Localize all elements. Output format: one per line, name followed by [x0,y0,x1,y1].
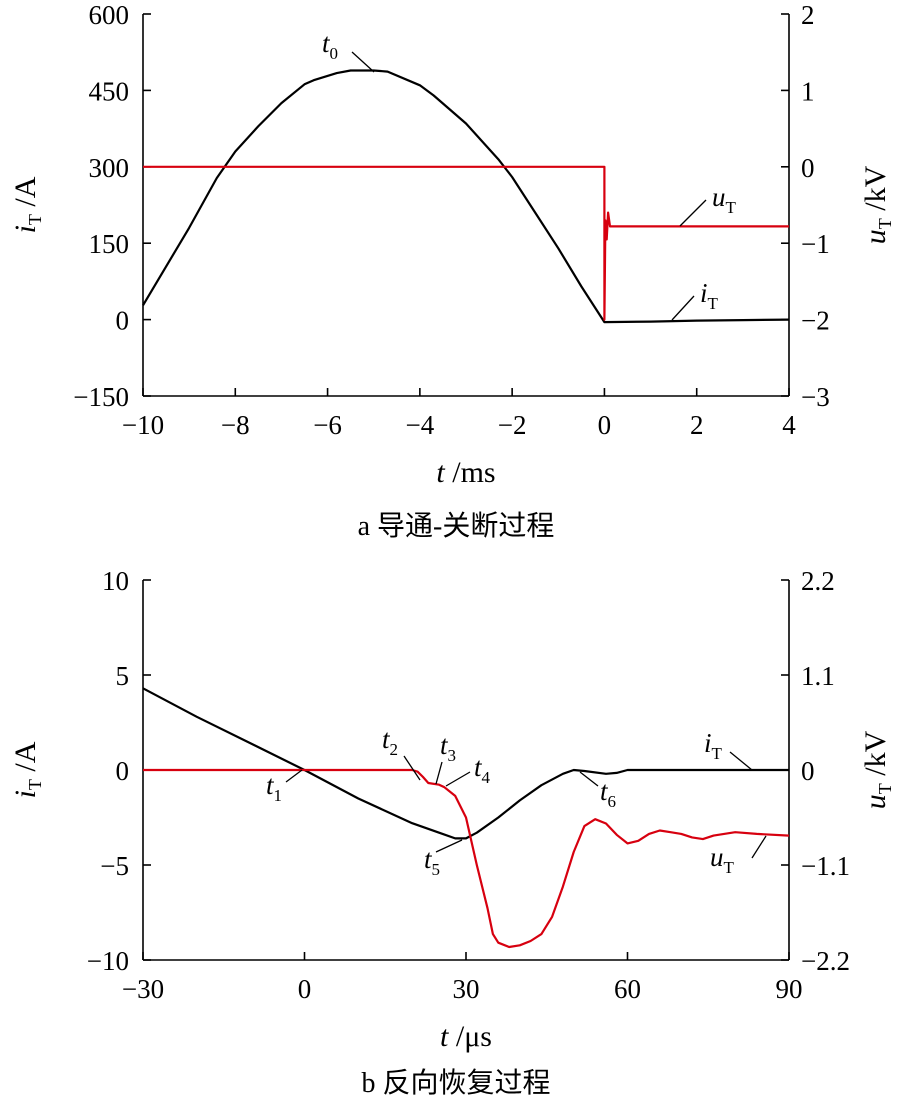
b-annotation-leader [285,769,303,783]
a-annotation-t0: t0 [322,28,338,63]
b-annotation-leader [445,771,471,787]
panel-b-chart: −30 0 30 60 90 10 5 0 −5 −10 2.2 1.1 0 −1.1 −2.2 t /μs i… [9,566,895,1099]
b-annotation-uT: uT [710,842,735,877]
a-y-right-tick-label: −2 [801,306,830,336]
b-y-left-tick-label: 0 [116,756,130,786]
b-x-tick-label: 60 [614,974,641,1004]
b-x-tick-label: 0 [298,974,312,1004]
a-y-right-axis-label: uT /kV [859,165,895,244]
a-x-tick-label: 4 [782,410,796,440]
b-y-right-axis-label: uT /kV [859,730,895,809]
panel-a-chart: −10 −8 −6 −4 −2 0 2 4 600 450 300 150 0 −150 2 1 0 −1 −2 −3… [9,0,895,542]
b-y-left-tick-label: −10 [87,946,129,976]
a-x-tick-label: 0 [598,410,612,440]
b-annotation-t4: t4 [474,752,491,787]
b-annotation-leader [403,755,421,781]
b-series-uT-line [143,768,790,949]
b-y-right-tick-label: 1.1 [801,661,835,691]
a-x-tick-label: −2 [498,410,527,440]
b-annotation-iT: iT [704,728,723,763]
a-y-left-tick-label: −150 [73,382,129,412]
b-x-tick-label: −30 [122,974,164,1004]
b-annotation-t2: t2 [382,724,398,759]
b-y-left-tick-label: 10 [102,566,129,596]
a-y-left-tick-label: 300 [89,153,130,183]
a-y-left-tick-label: 450 [89,76,130,106]
b-y-right-tick-label: −2.2 [801,946,850,976]
a-y-right-tick-label: 1 [801,76,815,106]
a-annotation-leader [679,199,707,227]
a-caption: a 导通-关断过程 [358,510,555,542]
a-y-left-tick-label: 0 [116,306,130,336]
b-annotation-leader [751,835,767,859]
a-y-right-tick-label: 0 [801,153,815,183]
b-x-tick-label: 30 [453,974,480,1004]
a-y-right-tick-label: 2 [801,0,815,30]
b-series-iT-line [142,687,789,840]
a-y-right-tick-label: −3 [801,382,830,412]
b-annotation-t3: t3 [440,730,456,765]
a-series-uT-line [143,165,789,321]
b-annotation-t5: t5 [424,844,440,879]
a-x-axis-label: t /ms [436,456,495,489]
b-annotation-leader [729,751,753,771]
a-annotation-uT: uT [712,182,737,217]
a-y-left-axis-label: iT /A [9,176,45,233]
a-annotation-iT: iT [700,278,719,313]
b-x-axis-label: t /μs [440,1020,492,1053]
a-x-tick-label: −4 [405,410,434,440]
b-y-left-tick-label: −5 [100,851,129,881]
a-x-tick-label: −8 [221,410,250,440]
b-y-right-tick-label: −1.1 [801,851,850,881]
b-x-tick-label: 90 [776,974,803,1004]
a-annotation-leader [351,51,375,73]
a-y-right-tick-label: −1 [801,229,830,259]
a-x-tick-label: −6 [313,410,342,440]
b-annotation-leader [435,839,463,853]
b-y-left-axis-label: iT /A [9,741,45,798]
b-annotation-t1: t1 [266,770,282,805]
a-y-left-tick-label: 150 [89,229,130,259]
b-caption: b 反向恢复过程 [361,1067,550,1099]
a-annotation-leader [671,295,695,321]
b-y-left-tick-label: 5 [116,661,130,691]
b-y-right-tick-label: 0 [801,756,815,786]
b-annotation-t6: t6 [600,776,616,811]
b-annotation-leader [579,771,599,787]
a-y-left-tick-label: 600 [89,0,130,30]
b-annotation-leader [435,761,443,785]
b-y-right-tick-label: 2.2 [801,566,835,596]
a-x-tick-label: 2 [690,410,704,440]
a-x-tick-label: −10 [122,410,164,440]
a-series-iT-line [142,69,790,324]
